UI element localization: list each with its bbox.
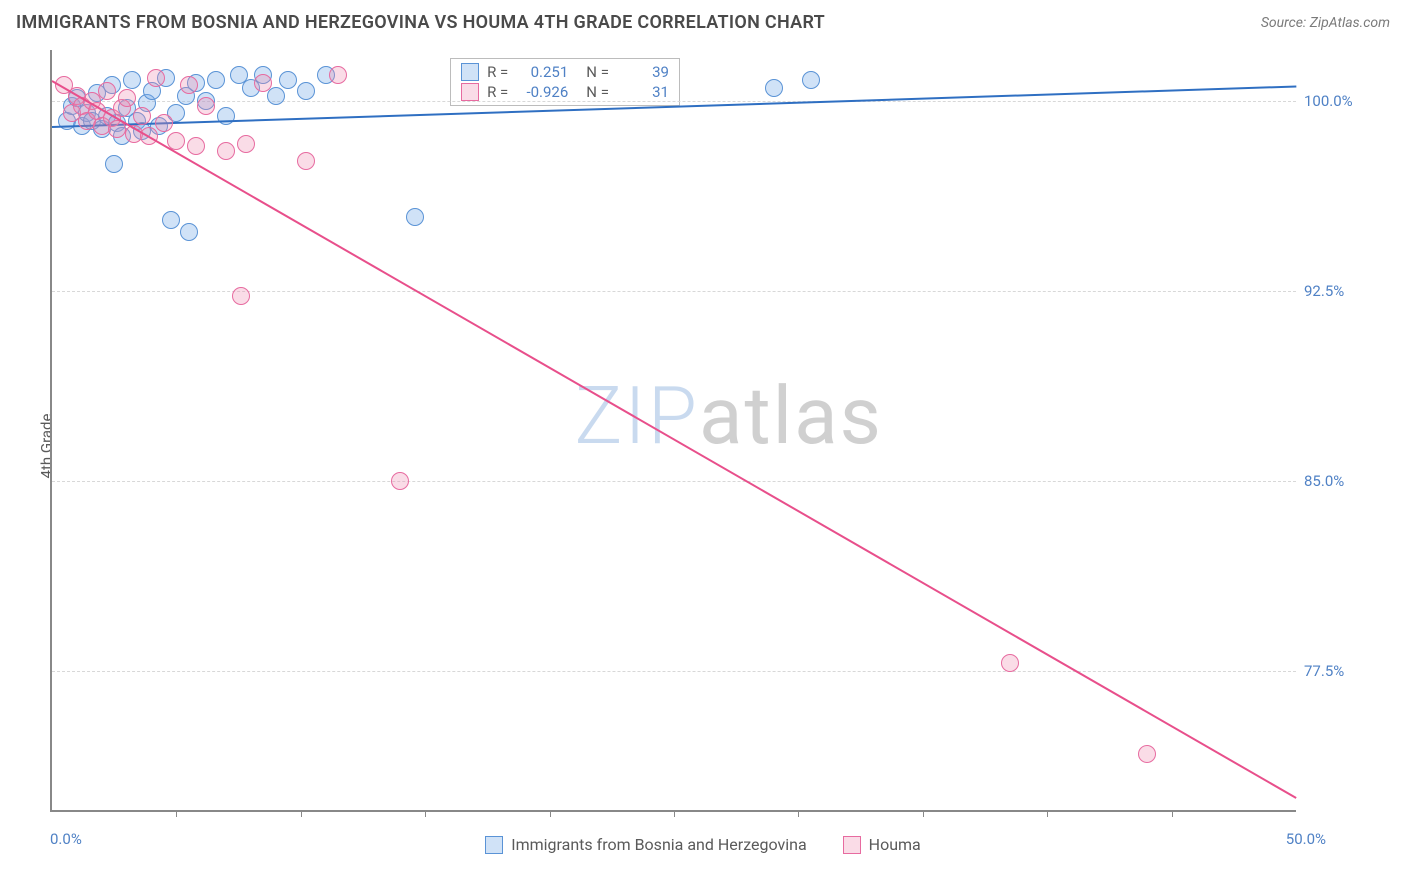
legend-label: Immigrants from Bosnia and Herzegovina bbox=[511, 835, 806, 854]
correlation-stats-box: R = 0.251 N = 39 R = -0.926 N = 31 bbox=[450, 58, 680, 106]
legend-item-bosnia: Immigrants from Bosnia and Herzegovina bbox=[485, 835, 806, 854]
legend: Immigrants from Bosnia and Herzegovina Ho… bbox=[0, 835, 1406, 854]
x-tick bbox=[301, 810, 302, 817]
y-tick-label: 77.5% bbox=[1304, 662, 1374, 680]
data-point-houma bbox=[187, 137, 205, 155]
stats-n-label: N = bbox=[586, 83, 609, 101]
x-tick bbox=[1047, 810, 1048, 817]
trend-line-houma bbox=[52, 81, 1297, 800]
data-point-bosnia bbox=[162, 211, 180, 229]
stats-n-value: 31 bbox=[617, 83, 669, 101]
legend-item-houma: Houma bbox=[843, 835, 921, 854]
data-point-bosnia bbox=[180, 223, 198, 241]
stats-row-bosnia: R = 0.251 N = 39 bbox=[461, 63, 669, 81]
data-point-houma bbox=[118, 89, 136, 107]
x-tick bbox=[550, 810, 551, 817]
legend-swatch-bosnia bbox=[485, 836, 503, 854]
y-tick-label: 92.5% bbox=[1304, 282, 1374, 300]
data-point-houma bbox=[180, 76, 198, 94]
legend-swatch-houma bbox=[843, 836, 861, 854]
data-point-bosnia bbox=[105, 155, 123, 173]
legend-label: Houma bbox=[869, 835, 921, 854]
stats-r-value: -0.926 bbox=[516, 83, 568, 101]
data-point-houma bbox=[297, 152, 315, 170]
stats-swatch-bosnia bbox=[461, 63, 479, 81]
data-point-bosnia bbox=[765, 79, 783, 97]
data-point-bosnia bbox=[297, 82, 315, 100]
source-attribution: Source: ZipAtlas.com bbox=[1261, 15, 1390, 31]
x-tick bbox=[425, 810, 426, 817]
data-point-houma bbox=[197, 97, 215, 115]
stats-n-label: N = bbox=[586, 63, 609, 81]
stats-r-label: R = bbox=[487, 83, 508, 101]
data-point-houma bbox=[232, 287, 250, 305]
stats-n-value: 39 bbox=[617, 63, 669, 81]
watermark: ZIPatlas bbox=[574, 369, 882, 463]
gridline-h bbox=[52, 101, 1296, 102]
stats-row-houma: R = -0.926 N = 31 bbox=[461, 83, 669, 101]
y-tick-label: 100.0% bbox=[1304, 92, 1374, 110]
x-tick bbox=[674, 810, 675, 817]
data-point-bosnia bbox=[406, 208, 424, 226]
stats-r-value: 0.251 bbox=[516, 63, 568, 81]
data-point-bosnia bbox=[802, 71, 820, 89]
stats-r-label: R = bbox=[487, 63, 508, 81]
data-point-bosnia bbox=[279, 71, 297, 89]
y-tick-label: 85.0% bbox=[1304, 472, 1374, 490]
data-point-bosnia bbox=[207, 71, 225, 89]
data-point-houma bbox=[254, 74, 272, 92]
data-point-houma bbox=[217, 142, 235, 160]
x-tick bbox=[923, 810, 924, 817]
data-point-houma bbox=[98, 82, 116, 100]
data-point-houma bbox=[391, 472, 409, 490]
data-point-bosnia bbox=[123, 71, 141, 89]
data-point-houma bbox=[1138, 745, 1156, 763]
x-tick bbox=[176, 810, 177, 817]
data-point-houma bbox=[329, 66, 347, 84]
data-point-houma bbox=[133, 107, 151, 125]
stats-swatch-houma bbox=[461, 83, 479, 101]
x-tick bbox=[798, 810, 799, 817]
chart-title: IMMIGRANTS FROM BOSNIA AND HERZEGOVINA V… bbox=[16, 12, 825, 33]
data-point-houma bbox=[237, 135, 255, 153]
x-tick bbox=[1172, 810, 1173, 817]
gridline-h bbox=[52, 481, 1296, 482]
watermark-part-b: atlas bbox=[699, 369, 883, 463]
data-point-houma bbox=[1001, 654, 1019, 672]
plot-region: ZIPatlas R =0.251N =39R =-0.926N =31 100… bbox=[50, 50, 1296, 812]
chart-area: ZIPatlas R =0.251N =39R =-0.926N =31 100… bbox=[50, 50, 1296, 812]
data-point-houma bbox=[155, 114, 173, 132]
data-point-houma bbox=[147, 69, 165, 87]
gridline-h bbox=[52, 671, 1296, 672]
